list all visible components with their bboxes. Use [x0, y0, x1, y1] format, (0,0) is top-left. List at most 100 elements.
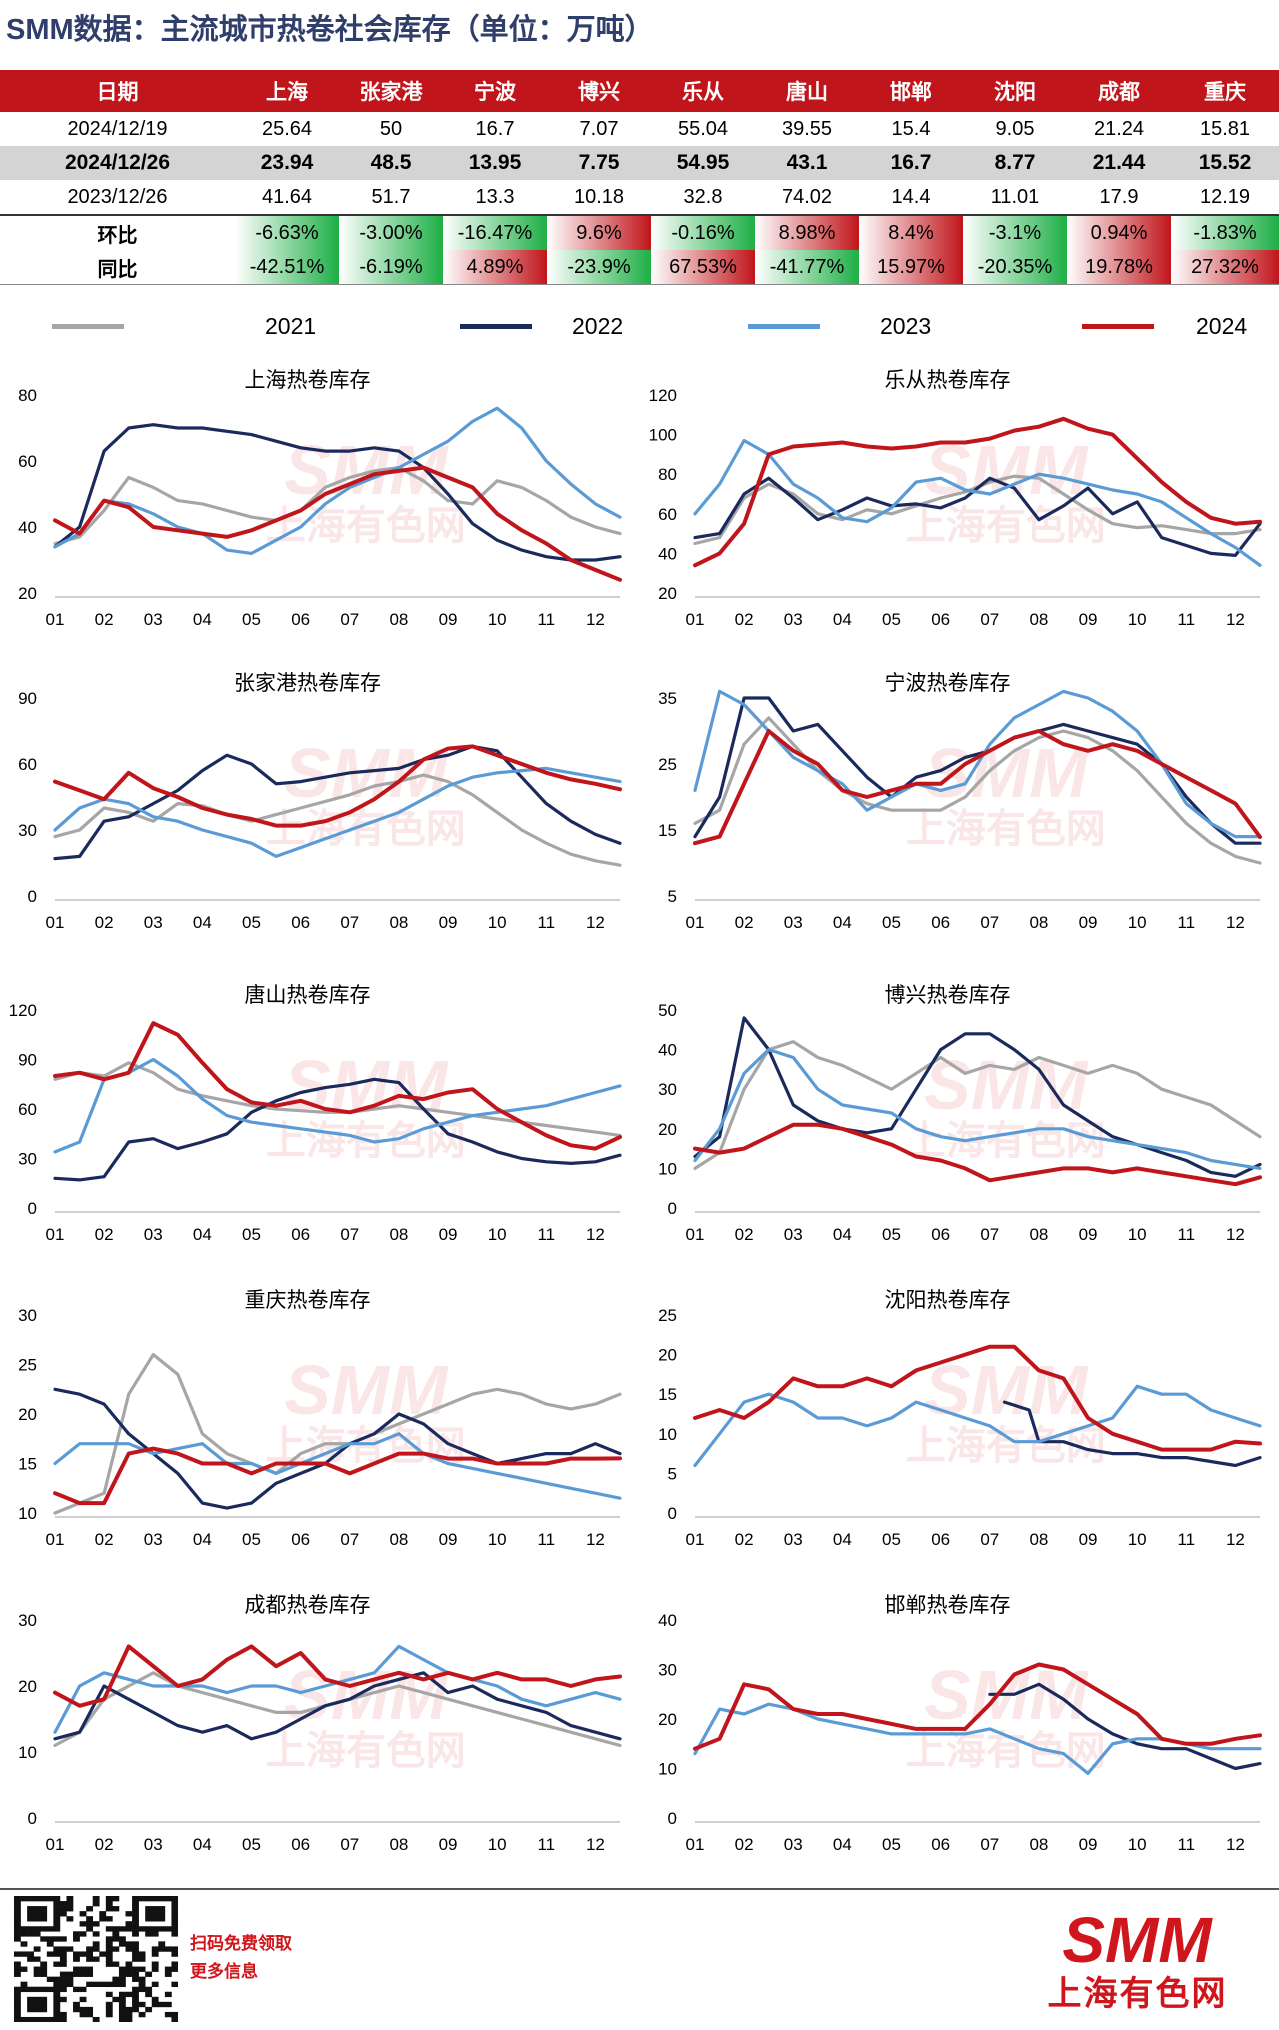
qr-module: [105, 2006, 113, 2013]
y-tick-label: 5: [668, 1464, 677, 1483]
chart-title: 邯郸热卷库存: [885, 1593, 1011, 1617]
x-tick-label: 09: [439, 1835, 458, 1854]
qr-module: [33, 1971, 41, 1977]
qr-module: [14, 2016, 21, 2023]
x-tick-label: 07: [980, 913, 999, 932]
qr-module: [132, 1966, 139, 1972]
x-tick-label: 12: [1226, 913, 1245, 932]
ratio-cell: 19.78%: [1067, 250, 1171, 285]
qr-module: [92, 1941, 100, 1947]
qr-module: [14, 1991, 21, 1998]
x-tick-label: 07: [340, 1835, 359, 1854]
qr-module: [86, 1956, 94, 1962]
qr-module: [14, 1896, 21, 1902]
series-line-2023: [693, 1047, 1262, 1170]
x-tick-label: 10: [1128, 913, 1147, 932]
qr-module: [145, 1916, 153, 1922]
qr-module: [59, 1956, 67, 1962]
chart-title: 沈阳热卷库存: [885, 1288, 1011, 1312]
qr-module: [33, 2016, 41, 2023]
date-cell: 2024/12/26: [0, 146, 235, 180]
x-tick-label: 01: [46, 610, 65, 629]
x-tick-label: 03: [784, 1835, 803, 1854]
x-tick-label: 05: [242, 1835, 261, 1854]
series-line-2023: [53, 1057, 622, 1154]
series-line-2022: [53, 1077, 622, 1182]
qr-module: [59, 1996, 67, 2003]
qr-module: [79, 1951, 87, 1957]
x-tick-label: 11: [1177, 1225, 1195, 1244]
qr-module: [171, 1896, 179, 1902]
table-header-row: 日期 上海 张家港 宁波 博兴 乐从 唐山 邯郸 沈阳 成都 重庆: [0, 70, 1279, 112]
series-line-2024: [53, 744, 622, 828]
header-cell: 乐从: [651, 70, 755, 112]
x-tick-label: 04: [193, 610, 212, 629]
qr-module: [59, 1936, 67, 1942]
qr-module: [59, 1946, 67, 1952]
y-tick-label: 20: [658, 1346, 677, 1365]
x-tick-label: 07: [980, 1225, 999, 1244]
qr-module: [73, 2006, 80, 2013]
x-tick-label: 06: [291, 1225, 310, 1244]
x-tick-label: 03: [144, 1835, 163, 1854]
x-tick-label: 07: [340, 1530, 359, 1549]
logo-text: SMM: [1062, 1912, 1213, 1968]
x-tick-label: 02: [95, 610, 114, 629]
qr-module: [112, 1926, 120, 1932]
qr-code[interactable]: [14, 1896, 179, 2023]
ratio-cell: -6.63%: [235, 214, 339, 250]
series-line-2021: [53, 1352, 622, 1515]
qr-module: [79, 1971, 87, 1977]
value-cell: 23.94: [235, 146, 339, 180]
x-tick-label: 01: [46, 1530, 65, 1549]
qr-module: [79, 2011, 87, 2018]
x-tick-label: 11: [537, 1835, 555, 1854]
y-tick-label: 40: [18, 518, 37, 537]
qr-module: [66, 1896, 74, 1902]
qr-module: [112, 1946, 120, 1952]
qr-module: [40, 1926, 48, 1932]
qr-module: [158, 1906, 166, 1912]
qr-module: [164, 1926, 172, 1932]
value-cell: 13.95: [443, 146, 547, 180]
qr-module: [132, 1911, 139, 1917]
x-tick-label: 06: [931, 913, 950, 932]
x-tick-label: 06: [931, 1530, 950, 1549]
x-tick-label: 09: [1079, 1835, 1098, 1854]
qr-module: [14, 2011, 21, 2018]
x-tick-label: 11: [1177, 1835, 1195, 1854]
x-tick-label: 09: [1079, 610, 1098, 629]
qr-module: [14, 2001, 21, 2008]
chart-title: 张家港热卷库存: [234, 671, 381, 695]
value-cell: 48.5: [339, 146, 443, 180]
qr-module: [105, 1906, 113, 1912]
qr-module: [40, 1971, 48, 1977]
header-cell: 重庆: [1171, 70, 1279, 112]
qr-module: [125, 1946, 133, 1952]
y-tick-label: 0: [668, 1199, 677, 1218]
qr-module: [125, 2011, 133, 2018]
qr-module: [27, 2001, 34, 2008]
x-tick-label: 02: [95, 1530, 114, 1549]
qr-module: [59, 1981, 67, 1988]
value-cell: 10.18: [573, 185, 625, 208]
x-tick-label: 09: [1079, 1225, 1098, 1244]
y-tick-label: 0: [28, 1199, 37, 1218]
qr-module: [14, 1961, 21, 1967]
ratio-cell: -0.16%: [651, 214, 755, 250]
series-line-2023: [693, 438, 1262, 567]
y-tick-label: 15: [18, 1455, 37, 1474]
y-tick-label: 40: [658, 544, 677, 563]
qr-module: [118, 1966, 126, 1972]
x-tick-label: 04: [833, 610, 852, 629]
chart-title: 宁波热卷库存: [885, 671, 1011, 695]
y-tick-label: 80: [658, 465, 677, 484]
x-tick-label: 11: [537, 1225, 555, 1244]
x-tick-label: 08: [1029, 1835, 1048, 1854]
series-line-2024: [693, 1662, 1262, 1751]
